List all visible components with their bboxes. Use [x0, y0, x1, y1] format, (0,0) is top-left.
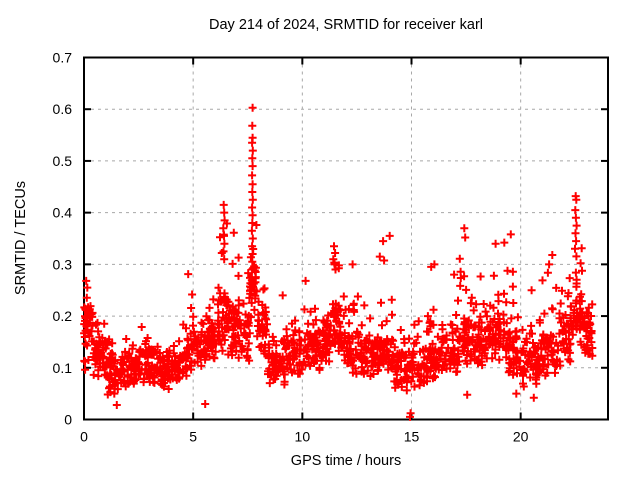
x-tick-label: 20: [513, 429, 529, 445]
y-tick-label: 0: [64, 412, 72, 428]
tick-labels: 0 0.1 0.2 0.3 0.4 0.5 0.6 0.7 0 5 10 15 20: [53, 50, 529, 445]
chart-title: Day 214 of 2024, SRMTID for receiver kar…: [209, 17, 483, 33]
y-tick-label: 0.5: [53, 153, 73, 169]
x-axis-label: GPS time / hours: [291, 453, 401, 469]
y-tick-label: 0.3: [53, 256, 73, 272]
x-tick-label: 15: [404, 429, 420, 445]
scatter-plus-markers: [80, 103, 597, 421]
x-tick-label: 5: [189, 429, 197, 445]
y-tick-label: 0.4: [53, 205, 73, 221]
x-tick-label: 0: [80, 429, 88, 445]
y-tick-label: 0.7: [53, 50, 73, 66]
y-axis-label: SRMTID / TECUs: [13, 181, 29, 295]
data-points: [80, 103, 597, 421]
y-tick-label: 0.1: [53, 360, 73, 376]
x-tick-label: 10: [295, 429, 311, 445]
plot-border: [83, 56, 609, 421]
y-tick-label: 0.2: [53, 308, 73, 324]
y-tick-label: 0.6: [53, 101, 73, 117]
